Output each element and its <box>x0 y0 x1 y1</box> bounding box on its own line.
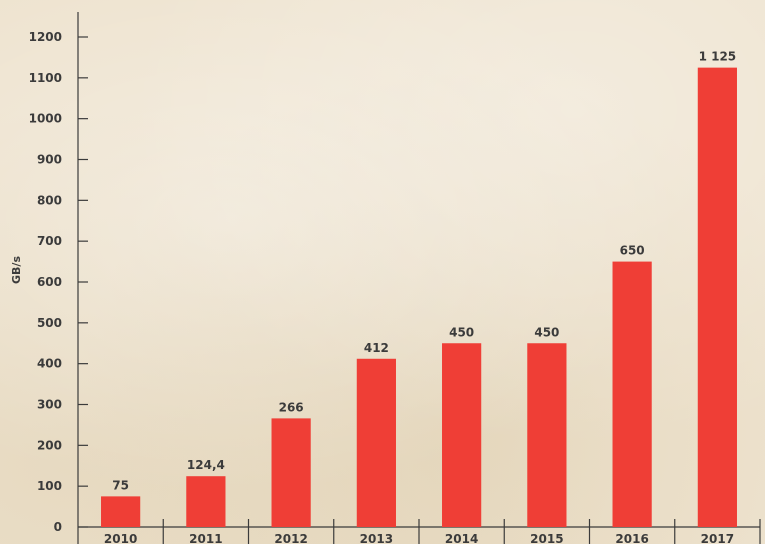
y-tick-label: 700 <box>37 234 62 248</box>
y-tick-label: 900 <box>37 153 62 167</box>
y-tick-label: 800 <box>37 193 62 207</box>
bars <box>101 67 737 527</box>
y-axis-title: GB/s <box>10 256 23 284</box>
bar-2015 <box>527 343 567 527</box>
y-tick-label: 200 <box>37 438 62 452</box>
data-label-2016: 650 <box>620 244 645 258</box>
y-tick-label: 300 <box>37 398 62 412</box>
x-tick-label-2012: 2012 <box>274 532 307 544</box>
x-tick-label-2016: 2016 <box>615 532 648 544</box>
bar-2016 <box>612 261 652 527</box>
x-tick-label-2017: 2017 <box>701 532 734 544</box>
y-tick-label: 1100 <box>29 71 62 85</box>
data-label-2017: 1 125 <box>699 50 737 64</box>
x-tick-label-2010: 2010 <box>104 532 137 544</box>
data-label-2010: 75 <box>112 478 129 492</box>
bar-2010 <box>101 496 141 527</box>
y-tick-label: 1000 <box>29 112 62 126</box>
data-label-2011: 124,4 <box>187 458 225 472</box>
data-label-2012: 266 <box>279 400 304 414</box>
data-label-2013: 412 <box>364 341 389 355</box>
bar-2011 <box>186 476 226 527</box>
data-labels: 75 124,4 266 412 450 450 650 1 125 <box>112 50 736 493</box>
bar-2017 <box>697 67 737 527</box>
y-tick-label: 500 <box>37 316 62 330</box>
y-tick-label: 100 <box>37 479 62 493</box>
x-tick-label-2015: 2015 <box>530 532 563 544</box>
bar-2013 <box>356 358 396 527</box>
data-label-2015: 450 <box>534 325 559 339</box>
y-tick-label: 400 <box>37 357 62 371</box>
x-tick-label-2014: 2014 <box>445 532 478 544</box>
bar-2012 <box>271 418 311 527</box>
x-tick-label-2013: 2013 <box>360 532 393 544</box>
y-tick-label: 0 <box>54 520 62 534</box>
y-axis: 0 100 200 300 400 500 600 700 800 900 1000 1100 1200 <box>29 12 88 544</box>
x-tick-label-2011: 2011 <box>189 532 222 544</box>
y-tick-label: 600 <box>37 275 62 289</box>
bar-2014 <box>442 343 482 527</box>
x-axis: 2010 2011 2012 2013 2014 2015 2016 2017 <box>78 519 761 544</box>
data-label-2014: 450 <box>449 325 474 339</box>
y-tick-label: 1200 <box>29 30 62 44</box>
